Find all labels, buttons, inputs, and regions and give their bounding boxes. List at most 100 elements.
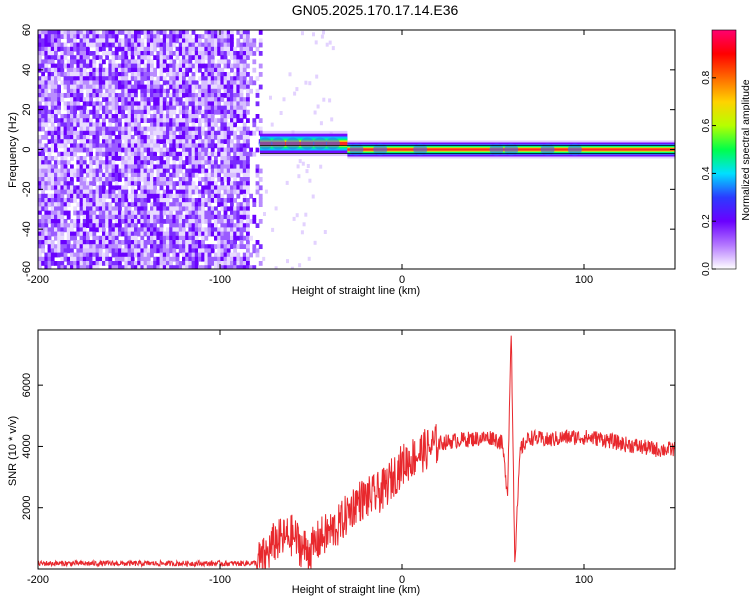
noise-cell bbox=[207, 265, 212, 269]
noise-cell bbox=[207, 105, 212, 111]
noise-cell bbox=[156, 34, 161, 39]
noise-cell bbox=[226, 88, 231, 94]
noise-cell bbox=[102, 147, 106, 153]
noise-cell bbox=[178, 97, 183, 102]
noise-cell bbox=[127, 101, 132, 107]
noise-cell bbox=[76, 114, 81, 119]
noise-cell bbox=[226, 122, 231, 128]
noise-cell bbox=[162, 130, 167, 136]
noise-cell bbox=[47, 76, 52, 81]
noise-cell bbox=[207, 38, 212, 44]
noise-cell bbox=[239, 105, 244, 111]
noise-cell bbox=[60, 244, 65, 249]
noise-cell bbox=[127, 93, 132, 98]
noise-cell bbox=[50, 72, 55, 77]
noise-cell bbox=[146, 172, 151, 178]
noise-cell bbox=[204, 244, 209, 249]
noise-cell bbox=[134, 76, 138, 81]
y-tick-label: 0 bbox=[21, 146, 33, 152]
noise-cell bbox=[73, 143, 77, 149]
noise-cell bbox=[130, 210, 135, 216]
noise-cell bbox=[162, 46, 167, 52]
noise-cell bbox=[70, 122, 74, 128]
noise-cell bbox=[169, 181, 173, 186]
noise-cell bbox=[226, 177, 231, 182]
noise-cell bbox=[242, 67, 247, 73]
noise-cell bbox=[236, 172, 241, 178]
noise-cell bbox=[105, 256, 109, 262]
noise-cell bbox=[137, 151, 141, 157]
noise-cell bbox=[50, 63, 55, 69]
noise-cell bbox=[41, 151, 45, 157]
noise-cell bbox=[230, 185, 234, 191]
noise-cell bbox=[41, 38, 45, 44]
noise-cell bbox=[214, 156, 218, 161]
noise-cell bbox=[214, 93, 218, 98]
noise-cell bbox=[63, 130, 68, 136]
noise-cell bbox=[217, 67, 221, 73]
noise-cell bbox=[207, 156, 212, 161]
noise-speck bbox=[314, 40, 318, 45]
noise-cell bbox=[92, 51, 97, 56]
noise-cell bbox=[166, 235, 170, 241]
noise-cell bbox=[146, 193, 151, 199]
noise-cell bbox=[111, 168, 116, 174]
noise-cell bbox=[57, 67, 61, 73]
noise-cell bbox=[82, 118, 87, 123]
snr-series-line bbox=[38, 335, 675, 569]
noise-cell bbox=[191, 210, 196, 216]
noise-cell bbox=[201, 160, 205, 165]
noise-cell bbox=[98, 206, 103, 212]
noise-cell bbox=[54, 219, 58, 224]
noise-cell bbox=[44, 59, 49, 65]
noise-cell bbox=[127, 219, 132, 224]
noise-cell bbox=[159, 84, 164, 90]
noise-cell bbox=[66, 181, 71, 186]
noise-cell bbox=[175, 55, 180, 60]
noise-cell bbox=[79, 193, 84, 199]
noise-cell bbox=[226, 206, 231, 212]
noise-cell bbox=[86, 248, 90, 254]
noise-cell bbox=[41, 109, 45, 115]
noise-cell bbox=[156, 101, 161, 107]
noise-cell bbox=[226, 93, 231, 98]
noise-cell bbox=[105, 30, 109, 35]
noise-cell bbox=[63, 105, 68, 111]
noise-cell bbox=[41, 59, 45, 65]
noise-cell bbox=[95, 135, 100, 140]
noise-cell bbox=[76, 227, 81, 233]
noise-cell bbox=[140, 172, 145, 178]
noise-cell bbox=[210, 55, 215, 60]
noise-cell bbox=[204, 72, 209, 77]
noise-cell bbox=[57, 46, 61, 52]
noise-cell bbox=[98, 160, 103, 165]
noise-cell bbox=[140, 46, 145, 52]
noise-cell bbox=[182, 122, 186, 128]
noise-cell bbox=[54, 80, 58, 86]
noise-cell bbox=[89, 240, 93, 245]
noise-cell bbox=[175, 219, 180, 224]
noise-cell bbox=[102, 231, 106, 237]
noise-cell bbox=[188, 256, 193, 262]
noise-cell bbox=[201, 248, 205, 254]
noise-cell bbox=[102, 42, 106, 48]
noise-cell bbox=[153, 38, 157, 44]
noise-cell bbox=[60, 42, 65, 48]
noise-cell bbox=[60, 240, 65, 245]
noise-cell bbox=[217, 261, 221, 266]
noise-cell bbox=[159, 151, 164, 157]
noise-cell bbox=[207, 252, 212, 258]
noise-cell bbox=[226, 97, 231, 102]
noise-cell bbox=[54, 198, 58, 203]
noise-cell bbox=[89, 214, 93, 220]
noise-cell bbox=[47, 172, 52, 178]
noise-cell bbox=[182, 135, 186, 140]
noise-cell bbox=[210, 105, 215, 111]
noise-cell bbox=[233, 114, 237, 119]
noise-cell bbox=[156, 59, 161, 65]
noise-cell bbox=[102, 164, 106, 170]
noise-cell bbox=[63, 172, 68, 178]
noise-cell bbox=[47, 139, 52, 144]
noise-cell bbox=[63, 126, 68, 132]
noise-cell bbox=[172, 109, 177, 115]
